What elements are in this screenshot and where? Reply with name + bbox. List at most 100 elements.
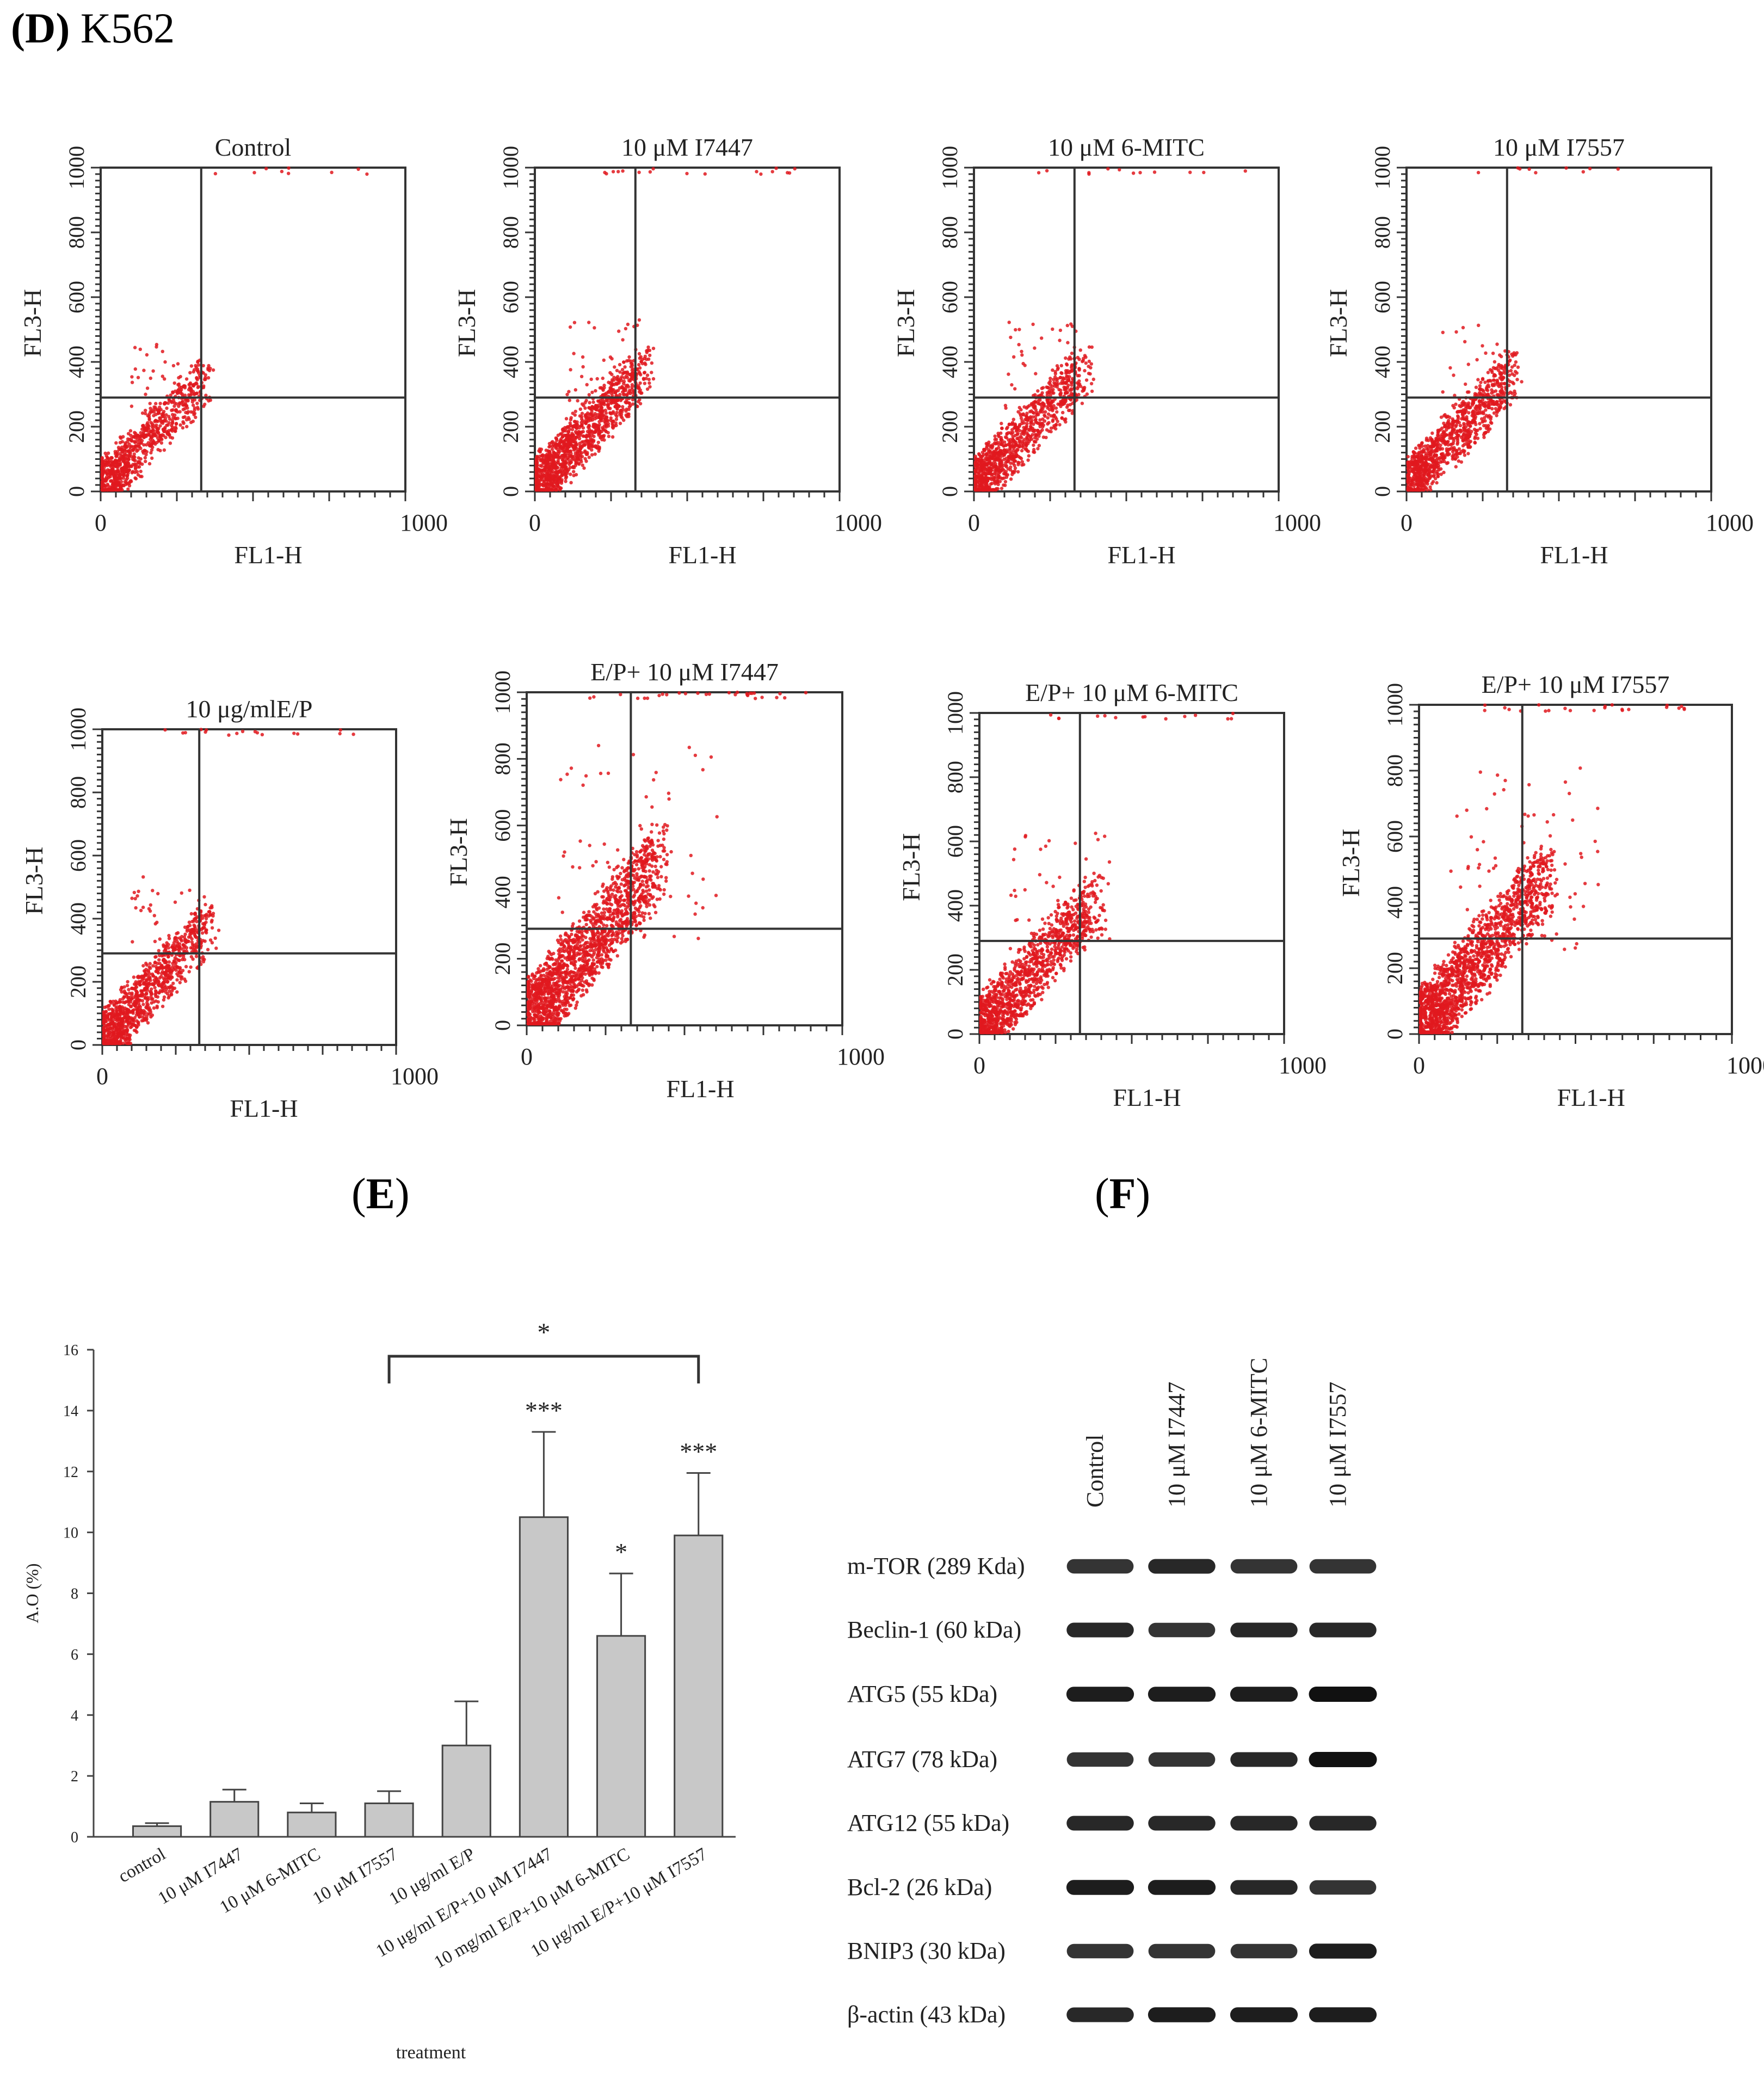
scatter-point: [183, 386, 187, 390]
scatter-points: [534, 167, 797, 492]
scatter-point: [162, 448, 166, 452]
scatter-point: [133, 346, 137, 349]
scatter-point: [1486, 392, 1490, 397]
scatter-point: [1061, 401, 1065, 405]
scatter-point: [189, 364, 194, 368]
scatter-point: [604, 411, 608, 415]
scatter-point: [1019, 457, 1023, 460]
scatter-point: [1025, 418, 1029, 422]
scatter-point: [1009, 462, 1013, 465]
scatter-point: [1069, 322, 1073, 326]
scatter-point: [998, 452, 1002, 457]
scatter-point: [584, 459, 588, 463]
scatter-point: [996, 432, 1000, 435]
scatter-point: [1424, 469, 1428, 473]
scatter-point: [566, 450, 570, 453]
scatter-point: [253, 730, 257, 734]
scatter-point: [1416, 479, 1420, 483]
scatter-point: [1035, 437, 1039, 441]
scatter-point: [124, 478, 128, 482]
scatter-point: [144, 411, 147, 415]
scatter-point: [207, 399, 211, 403]
scatter-point: [630, 387, 634, 391]
scatter-point: [1004, 460, 1008, 465]
scatter-point: [1409, 481, 1413, 484]
scatter-point: [1034, 415, 1038, 419]
scatter-point: [568, 435, 572, 439]
scatter-point: [587, 430, 591, 434]
scatter-point: [1033, 399, 1037, 404]
scatter-point: [1011, 422, 1015, 426]
scatter-point: [1052, 426, 1056, 429]
scatter-point: [611, 170, 615, 174]
scatter-point: [587, 441, 590, 446]
scatter-point: [571, 433, 576, 438]
scatter-point: [1451, 423, 1455, 427]
scatter-point: [545, 488, 548, 492]
scatter-point: [591, 425, 595, 428]
scatter-point: [1051, 418, 1055, 422]
y-tick-label: 1000: [937, 146, 962, 189]
scatter-point: [145, 386, 150, 390]
scatter-point: [144, 453, 148, 457]
scatter-point: [587, 456, 591, 459]
scatter-point: [1461, 448, 1465, 452]
scatter-point: [1423, 463, 1427, 467]
scatter-point: [178, 981, 182, 985]
scatter-point: [1033, 346, 1037, 350]
scatter-point: [201, 385, 206, 390]
scatter-point: [554, 444, 558, 448]
scatter-point: [620, 368, 625, 372]
scatter-point: [588, 406, 591, 410]
scatter-point: [1490, 407, 1494, 411]
scatter-point: [976, 463, 979, 466]
scatter-point: [573, 409, 578, 414]
scatter-point: [1012, 355, 1016, 359]
scatter-point: [126, 980, 129, 984]
scatter-point: [152, 414, 156, 417]
scatter-point: [1495, 342, 1499, 346]
scatter-point: [118, 435, 122, 439]
scatter-point: [614, 421, 618, 425]
scatter-point: [162, 429, 166, 433]
scatter-point: [1036, 389, 1040, 393]
scatter-point: [1429, 449, 1434, 453]
scatter-point: [150, 448, 154, 452]
scatter-point: [181, 426, 185, 430]
scatter-point: [175, 978, 179, 982]
scatter-point: [139, 470, 143, 473]
y-tick-label: 1000: [64, 146, 89, 189]
scatter-point: [1002, 472, 1006, 476]
scatter-point: [1025, 414, 1029, 419]
scatter-point: [202, 404, 206, 408]
scatter-point: [1011, 417, 1016, 421]
scatter-point: [600, 386, 603, 390]
scatter-point: [1462, 423, 1466, 427]
scatter-point: [111, 463, 115, 467]
scatter-point: [173, 413, 177, 417]
scatter-point: [142, 368, 146, 372]
scatter-point: [999, 435, 1003, 440]
scatter-point: [1429, 445, 1433, 448]
scatter-point: [651, 167, 655, 171]
scatter-point: [1013, 387, 1017, 391]
scatter-point: [1436, 428, 1440, 432]
scatter-point: [1029, 435, 1033, 439]
y-tick-label: 1000: [498, 146, 523, 189]
scatter-points: [1406, 166, 1620, 492]
scatter-point: [121, 473, 126, 477]
scatter-point: [981, 488, 985, 492]
scatter-point: [186, 410, 190, 414]
scatter-point: [1451, 454, 1454, 458]
scatter-point: [1460, 413, 1465, 416]
scatter-point: [1046, 412, 1051, 416]
scatter-point: [1492, 360, 1497, 364]
scatter-point: [145, 433, 149, 437]
scatter-point: [620, 375, 624, 379]
scatter-point: [168, 441, 172, 445]
scatter-point: [105, 477, 109, 481]
scatter-point: [1048, 383, 1052, 386]
scatter-point: [1510, 391, 1514, 395]
